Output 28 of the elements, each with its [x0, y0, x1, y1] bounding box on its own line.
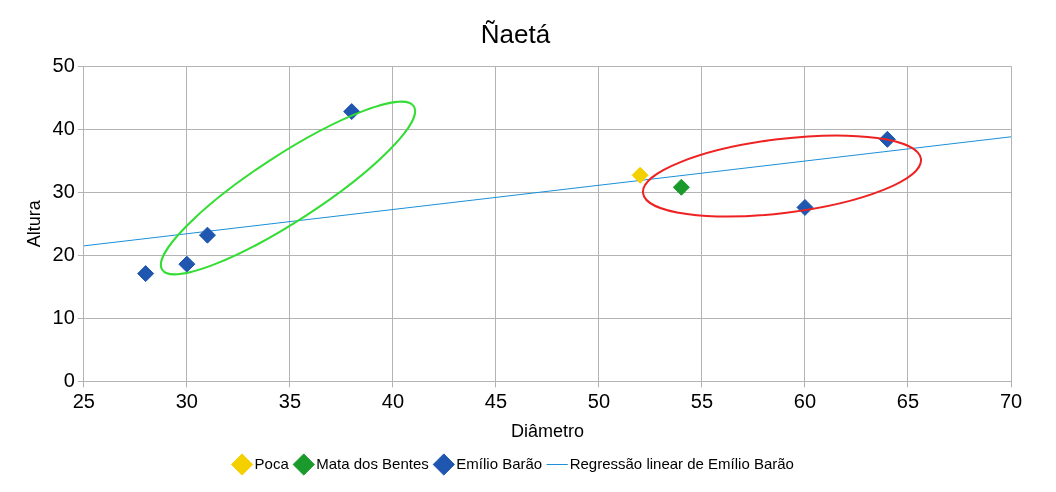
x-tick-label: 70	[999, 389, 1023, 412]
x-tick-label: 60	[793, 389, 817, 412]
y-tick-label: 10	[52, 305, 75, 328]
x-tick-label: 30	[175, 389, 198, 412]
x-tick-label: 55	[690, 389, 714, 412]
legend-label: Regressão linear de Emílio Barão	[569, 454, 794, 472]
y-axis-title: Altura	[23, 199, 44, 248]
x-tick-label: 65	[896, 389, 920, 412]
y-tick-label: 0	[63, 368, 75, 391]
x-tick-label: 50	[587, 389, 611, 412]
chart-title: Ñaetá	[480, 18, 551, 49]
y-tick-label: 40	[52, 116, 75, 139]
point	[178, 255, 196, 273]
point	[672, 178, 690, 196]
legend-label: Emílio Barão	[456, 454, 543, 472]
y-tick-label: 30	[52, 179, 75, 202]
x-tick-label: 40	[381, 389, 405, 412]
point	[198, 226, 216, 244]
y-tick-label: 50	[52, 53, 75, 76]
point	[631, 166, 649, 184]
point	[137, 265, 155, 283]
x-tick-label: 35	[278, 389, 302, 412]
y-tick-label: 20	[52, 242, 75, 265]
x-tick-label: 25	[72, 389, 95, 412]
x-tick-label: 45	[484, 389, 508, 412]
x-axis-title: Diâmetro	[510, 421, 584, 442]
legend-label: Mata dos Bentes	[316, 454, 429, 472]
legend-label: Poca	[254, 454, 290, 472]
